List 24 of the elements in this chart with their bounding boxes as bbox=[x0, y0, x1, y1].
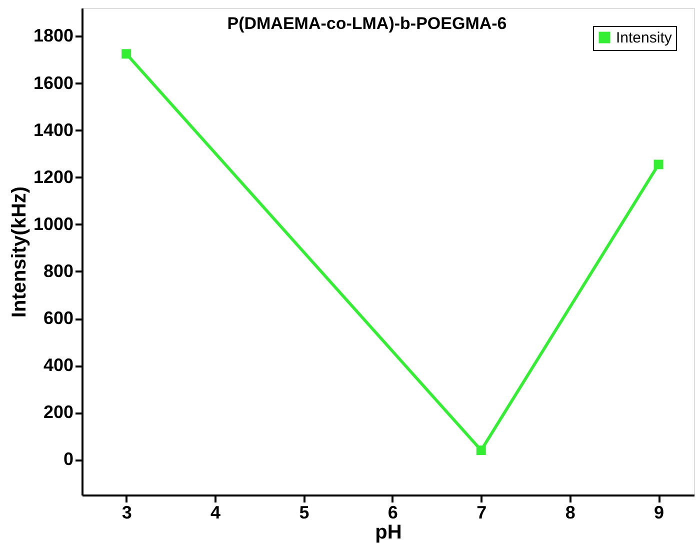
point bbox=[654, 160, 664, 170]
chart-title: P(DMAEMA-co-LMA)-b-POEGMA-6 bbox=[227, 14, 507, 33]
x-axis-title: pH bbox=[375, 522, 402, 544]
x-tick-label: 7 bbox=[476, 502, 487, 522]
x-tick-label: 3 bbox=[122, 502, 132, 522]
y-tick-label: 1600 bbox=[33, 72, 74, 93]
y-axis-title: Intensity(kHz) bbox=[8, 186, 30, 318]
point bbox=[476, 446, 486, 456]
y-tick-label: 600 bbox=[43, 308, 74, 328]
y-tick-label: 800 bbox=[43, 261, 74, 281]
y-tick-label: 1200 bbox=[33, 166, 74, 187]
x-tick-label: 4 bbox=[210, 502, 221, 522]
x-tick-label: 8 bbox=[565, 502, 576, 522]
y-tick-label: 200 bbox=[43, 402, 74, 422]
y-tick-label: 1400 bbox=[33, 120, 74, 140]
x-tick-label: 9 bbox=[654, 502, 664, 522]
y-tick-label: 1000 bbox=[33, 214, 74, 234]
x-tick-label: 6 bbox=[388, 502, 398, 522]
y-tick-label: 0 bbox=[63, 449, 74, 470]
legend-label: Intensity bbox=[616, 30, 672, 46]
point bbox=[122, 49, 132, 59]
y-tick-label: 400 bbox=[43, 355, 74, 376]
x-tick-label: 5 bbox=[299, 502, 310, 522]
y-tick-label: 1800 bbox=[33, 26, 74, 46]
